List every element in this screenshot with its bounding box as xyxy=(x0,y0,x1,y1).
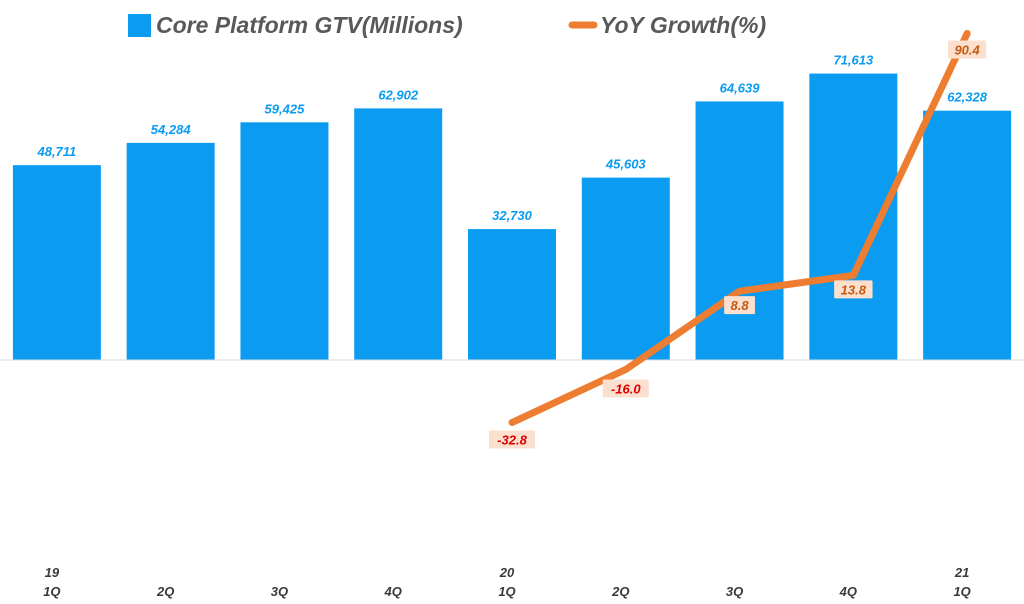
growth-label-7: 13.8 xyxy=(841,282,867,297)
tick-year-4: 20 xyxy=(499,565,515,580)
bar-6 xyxy=(695,101,784,360)
bar-label-6: 64,639 xyxy=(720,80,761,95)
bar-label-3: 62,902 xyxy=(378,87,419,102)
bar-8 xyxy=(923,110,1012,360)
tick-quarter-2: 3Q xyxy=(271,584,288,599)
tick-quarter-5: 2Q xyxy=(611,584,629,599)
bar-1 xyxy=(126,142,215,360)
growth-label-6: 8.8 xyxy=(731,298,750,313)
growth-label-box-8 xyxy=(947,40,987,59)
growth-label-box-5 xyxy=(602,379,649,398)
bar-label-2: 59,425 xyxy=(265,101,306,116)
bar-3 xyxy=(354,108,443,360)
bar-label-1: 54,284 xyxy=(151,122,192,137)
growth-label-box-7 xyxy=(834,280,873,299)
growth-label-4: -32.8 xyxy=(497,433,527,448)
tick-year-8: 21 xyxy=(954,565,969,580)
bar-2 xyxy=(240,122,329,360)
bar-label-7: 71,613 xyxy=(833,53,874,68)
growth-label-8: 90.4 xyxy=(954,42,980,57)
growth-label-box-6 xyxy=(724,296,755,315)
bar-label-5: 45,603 xyxy=(605,157,647,172)
growth-label-box-4 xyxy=(489,430,535,449)
growth-line-series xyxy=(508,29,971,427)
bar-4 xyxy=(468,229,556,360)
bar-label-8: 62,328 xyxy=(947,90,988,105)
tick-quarter-8: 1Q xyxy=(953,584,970,599)
bar-label-0: 48,711 xyxy=(36,144,76,159)
tick-quarter-3: 4Q xyxy=(384,584,402,599)
tick-year-0: 19 xyxy=(45,565,60,580)
bar-5 xyxy=(581,177,670,360)
x-axis-tick-labels: 19 1Q 2Q 3Q 4Q 20 1Q 2Q 3Q 4Q 21 1Q xyxy=(43,565,971,599)
growth-data-labels: -32.8 -16.0 8.8 13.8 90.4 xyxy=(489,40,987,449)
bar-label-4: 32,730 xyxy=(492,208,533,223)
legend: Core Platform GTV(Millions) YoY Growth(%… xyxy=(128,12,766,38)
legend-swatch-gtv xyxy=(128,14,151,37)
tick-quarter-1: 2Q xyxy=(156,584,174,599)
legend-label-gtv: Core Platform GTV(Millions) xyxy=(156,12,463,38)
tick-quarter-6: 3Q xyxy=(726,584,743,599)
legend-label-growth: YoY Growth(%) xyxy=(600,12,766,38)
bar-0 xyxy=(12,165,101,360)
tick-quarter-7: 4Q xyxy=(839,584,857,599)
growth-label-5: -16.0 xyxy=(611,381,641,396)
tick-quarter-4: 1Q xyxy=(498,584,515,599)
growth-line xyxy=(508,29,971,427)
tick-quarter-0: 1Q xyxy=(43,584,60,599)
bar-data-labels: 48,711 54,284 59,425 62,902 32,730 45,603 64,6… xyxy=(36,53,987,224)
